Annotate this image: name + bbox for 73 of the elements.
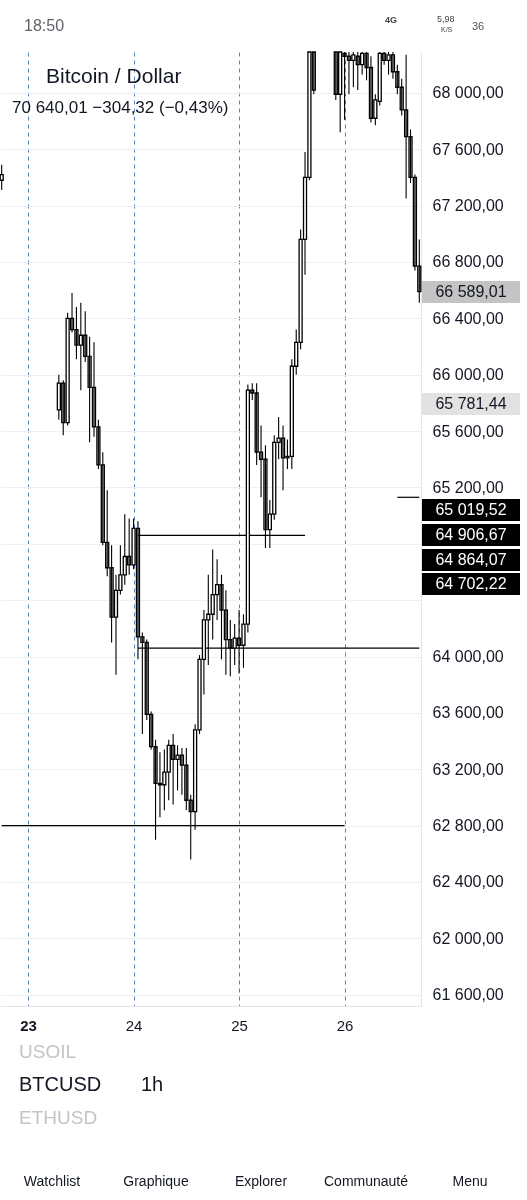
- y-tick-label: 65 200,00: [432, 478, 504, 496]
- y-tick-label: 67 200,00: [432, 197, 504, 215]
- y-tick-label: 63 600,00: [432, 704, 504, 722]
- text: 65 019,52: [435, 501, 507, 518]
- y-tick-label: 68 000,00: [432, 84, 504, 102]
- candlestick: [105, 489, 110, 577]
- candlestick: [386, 51, 391, 76]
- y-tick-label: 61 600,00: [432, 986, 504, 1004]
- x-tick-label: 26: [336, 1016, 354, 1034]
- text: 4G: [385, 15, 398, 25]
- text: Bitcoin / Dollar: [46, 64, 182, 87]
- candlestick: [280, 424, 286, 491]
- y-tick-label: 66 800,00: [432, 253, 504, 271]
- text: BTCUSD: [19, 1073, 102, 1095]
- candlestick: [360, 51, 365, 76]
- y-tick-label: 63 200,00: [432, 760, 504, 778]
- candlestick: [78, 302, 83, 391]
- candlestick: [149, 710, 154, 751]
- text: 64 864,07: [435, 551, 507, 568]
- y-tick-label: 65 600,00: [432, 422, 504, 440]
- y-tick-label: 67 600,00: [432, 140, 504, 158]
- candlestick: [342, 51, 347, 121]
- text: 66 589,01: [435, 283, 507, 300]
- text: 65 781,44: [435, 395, 507, 412]
- text: 64 702,22: [435, 575, 507, 592]
- candlestick: [74, 306, 79, 360]
- candlestick: [390, 51, 396, 80]
- candlestick: [179, 747, 185, 796]
- candlestick: [258, 424, 264, 498]
- candlestick: [355, 51, 360, 91]
- candlestick: [364, 51, 369, 81]
- text: Communauté: [323, 1173, 409, 1189]
- text: USOIL: [19, 1041, 77, 1062]
- candlestick: [184, 747, 189, 811]
- candlestick: [417, 238, 422, 304]
- candlestick: [333, 51, 338, 101]
- text: 18:50: [24, 17, 65, 34]
- x-tick-label: 23: [20, 1016, 37, 1034]
- candlestick: [87, 336, 92, 443]
- y-tick-label: 66 400,00: [432, 309, 504, 327]
- text: 36: [471, 20, 485, 32]
- candlestick: [408, 128, 413, 184]
- text: Watchlist: [23, 1173, 81, 1189]
- text: 5,98: [437, 14, 455, 24]
- y-tick-label: 66 000,00: [432, 366, 504, 384]
- text: Graphique: [123, 1173, 189, 1189]
- candlestick: [210, 548, 215, 641]
- candlestick: [403, 54, 409, 200]
- candlestick: [100, 451, 105, 546]
- candlestick: [96, 419, 101, 470]
- candlestick: [346, 51, 352, 95]
- text: Menu: [452, 1173, 488, 1189]
- y-tick-label: 64 000,00: [432, 648, 504, 666]
- candlestick: [368, 55, 374, 124]
- text: 70 640,01 −304,32 (−0,43%): [12, 98, 229, 117]
- x-tick-label: 24: [125, 1016, 143, 1034]
- text: 1h: [141, 1073, 164, 1095]
- text: Explorer: [234, 1173, 288, 1189]
- candlestick: [254, 382, 259, 466]
- candlestick: [109, 544, 114, 643]
- candlestick: [395, 64, 400, 95]
- candlestick: [83, 310, 88, 363]
- x-tick-label: 25: [231, 1016, 248, 1034]
- y-tick-label: 62 800,00: [432, 817, 504, 835]
- candlestick: [91, 341, 97, 438]
- candlestick: [214, 558, 220, 621]
- candlestick: [399, 78, 404, 116]
- y-tick-label: 62 400,00: [432, 873, 504, 891]
- candlestick: [412, 174, 418, 271]
- text: 64 906,67: [435, 526, 507, 543]
- text: ETHUSD: [19, 1107, 98, 1128]
- candlestick: [127, 517, 132, 576]
- y-tick-label: 62 000,00: [432, 929, 504, 947]
